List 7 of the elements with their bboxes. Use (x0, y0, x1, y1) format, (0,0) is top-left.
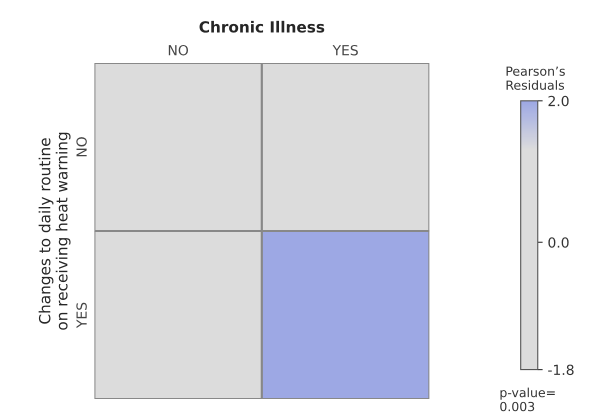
y-axis-title: Changes to daily routine on receiving heat warning (38, 132, 71, 330)
color-bar-label: -1.8 (548, 364, 574, 376)
color-bar-label: 0.0 (548, 237, 569, 248)
text: p-value= 0.003 (500, 388, 555, 412)
color-bar-title: Pearson’s Residuals (506, 66, 565, 90)
color-bar-label: 2.0 (548, 96, 569, 106)
chart-title: Chronic Illness (200, 20, 324, 33)
